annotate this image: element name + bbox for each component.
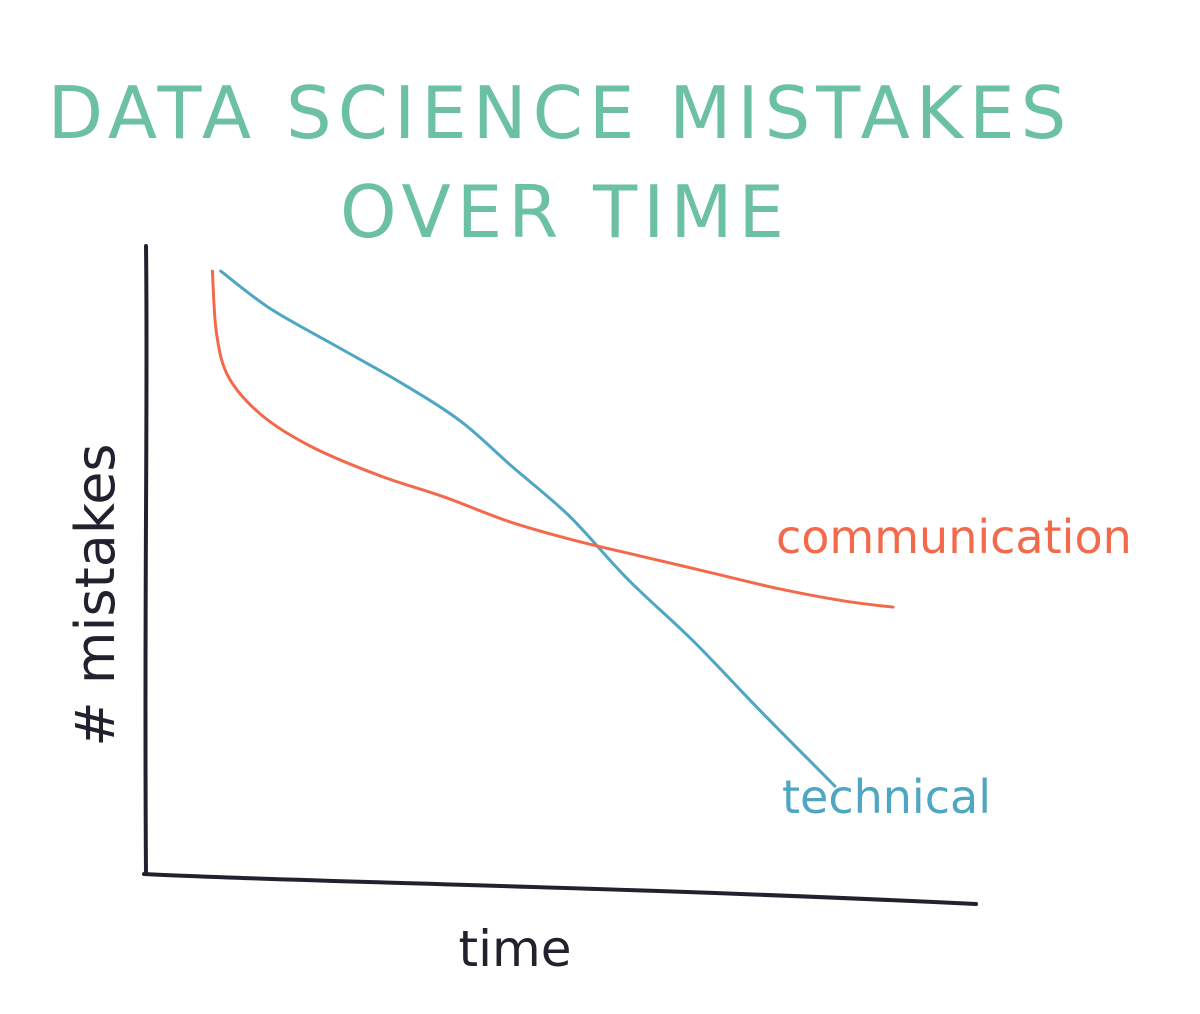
y-axis-label: # mistakes (64, 443, 127, 746)
series-line-technical (219, 269, 837, 788)
x-axis-label: time (459, 920, 572, 978)
x-axis (142, 872, 978, 906)
series-label-technical: technical (782, 770, 991, 824)
series-line-communication (210, 269, 895, 609)
series-label-communication: communication (776, 510, 1132, 564)
chart-title-line-2: OVER TIME (340, 170, 790, 254)
y-axis (143, 244, 149, 876)
chart-title-line-1: DATA SCIENCE MISTAKES (48, 71, 1073, 155)
